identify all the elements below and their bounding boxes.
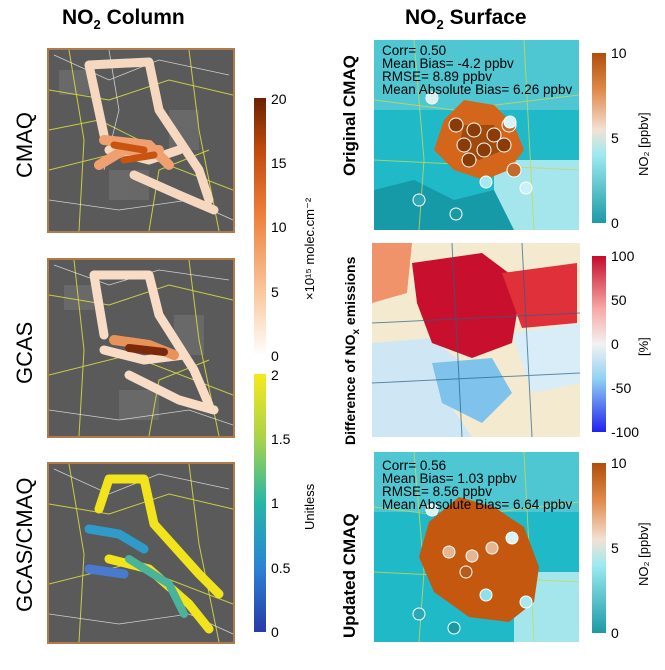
left-column-title: NO2 Column [62, 6, 185, 32]
left-title-sub: 2 [93, 17, 101, 33]
colorbar-surface-top-tick: 10 [611, 45, 627, 61]
map-panel-original-cmaq: Corr= 0.50 Mean Bias= -4.2 ppbv RMSE= 8.… [374, 40, 579, 230]
left-title-prefix: NO [62, 6, 94, 29]
stats-original-mean-bias: Mean Bias= -4.2 ppbv [382, 56, 514, 71]
colorbar-column-tick: 0 [271, 348, 279, 364]
colorbar-surface-bottom-tick: 0 [611, 625, 619, 641]
colorbar-diff-label: [%] [636, 337, 651, 356]
colorbar-column-tick: 5 [271, 284, 279, 300]
colorbar-ratio-tick: 1 [271, 495, 279, 511]
map-panel-difference [372, 243, 580, 437]
colorbar-diff-tick: 0 [611, 336, 619, 352]
colorbar-ratio [254, 374, 266, 632]
row-label-cmaq: CMAQ [12, 112, 37, 178]
stats-updated-corr: Corr= 0.56 [382, 458, 447, 473]
stats-original-mab: Mean Absolute Bias= 6.26 ppbv [382, 82, 573, 97]
colorbar-surface-bottom [592, 463, 606, 633]
colorbar-diff [592, 256, 606, 432]
stats-updated-mean-bias: Mean Bias= 1.03 ppbv [382, 471, 517, 486]
right-title-sub: 2 [436, 17, 444, 33]
row-label-gcas-cmaq: GCAS/CMAQ [12, 477, 37, 612]
colorbar-diff-tick: 100 [611, 248, 635, 264]
colorbar-column [254, 98, 266, 356]
map-panel-gcas [47, 258, 235, 438]
colorbar-surface-bottom-tick: 10 [611, 455, 627, 471]
colorbar-ratio-tick: 0.5 [271, 560, 291, 576]
stats-original-corr: Corr= 0.50 [382, 43, 447, 58]
colorbar-surface-top-tick: 5 [611, 130, 619, 146]
colorbar-ratio-tick: 1.5 [271, 431, 291, 447]
row-label-updated-cmaq: Updated CMAQ [340, 513, 359, 638]
colorbar-surface-top-label: NO₂ [ppbv] [636, 112, 651, 176]
right-title-suffix: Surface [443, 6, 527, 29]
stats-updated-rmse: RMSE= 8.56 ppbv [382, 484, 492, 499]
colorbar-surface-top [592, 53, 606, 223]
row-label-original-cmaq: Original CMAQ [340, 55, 359, 176]
left-title-suffix: Column [100, 6, 185, 29]
colorbar-ratio-label: Unitless [302, 483, 317, 530]
right-column-title: NO2 Surface [405, 6, 527, 32]
stats-updated-mab: Mean Absolute Bias= 6.64 ppbv [382, 497, 573, 512]
colorbar-surface-bottom-label: NO₂ [ppbv] [636, 522, 651, 586]
colorbar-column-tick: 10 [271, 219, 287, 235]
colorbar-ratio-tick: 2 [271, 367, 279, 383]
colorbar-surface-bottom-tick: 5 [611, 540, 619, 556]
map-panel-gcas-cmaq [47, 462, 235, 644]
stats-original-rmse: RMSE= 8.89 ppbv [382, 69, 492, 84]
colorbar-column-tick: 20 [271, 91, 287, 107]
colorbar-column-label: ×10¹⁵ molec.cm⁻² [302, 197, 317, 300]
colorbar-diff-tick: 50 [611, 292, 627, 308]
row-label-difference: Difference of NOx emissions [342, 257, 362, 445]
colorbar-column-tick: 15 [271, 155, 287, 171]
colorbar-surface-top-tick: 0 [611, 215, 619, 231]
colorbar-diff-tick: -50 [611, 380, 632, 396]
diff-label-suffix: emissions [342, 256, 358, 329]
colorbar-ratio-tick: 0 [271, 624, 279, 640]
diff-label-sub: x [350, 328, 362, 335]
right-title-prefix: NO [405, 6, 437, 29]
map-panel-cmaq [47, 48, 235, 233]
row-label-gcas: GCAS [12, 321, 37, 384]
diff-label-prefix: Difference of NO [342, 334, 358, 445]
colorbar-diff-tick: -100 [611, 424, 640, 440]
map-panel-updated-cmaq: Corr= 0.56 Mean Bias= 1.03 ppbv RMSE= 8.… [374, 452, 579, 642]
